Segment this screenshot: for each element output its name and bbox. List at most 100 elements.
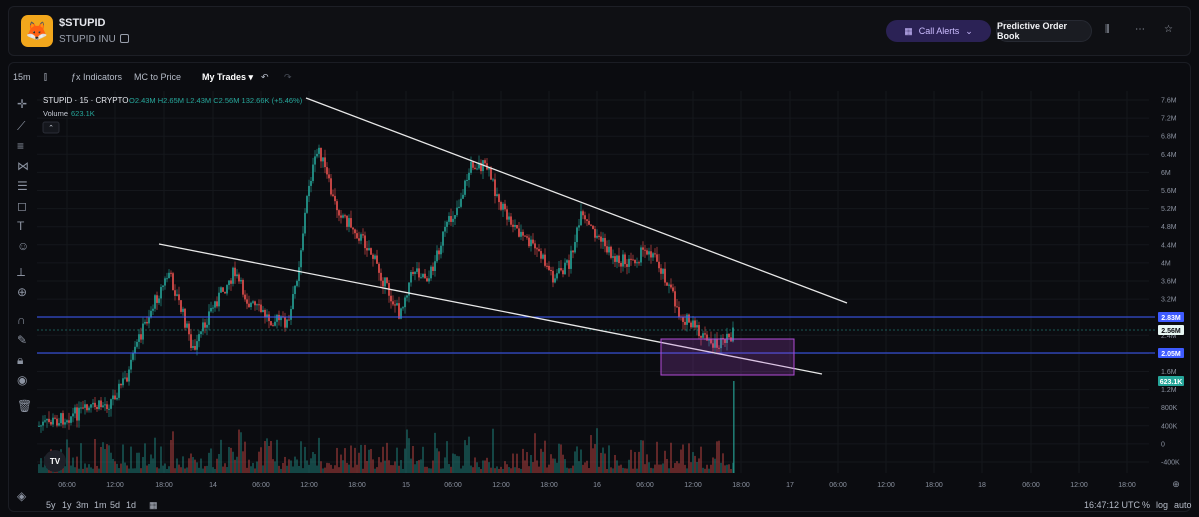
candle-body (222, 287, 224, 292)
volume-bar (418, 460, 420, 473)
range-1y[interactable]: 1y (62, 500, 72, 510)
volume-bar (648, 462, 650, 473)
volume-bar (184, 468, 186, 473)
undo-icon[interactable]: ↶ (261, 72, 269, 82)
time-axis-label: 06:00 (829, 482, 847, 489)
volume-bar (242, 451, 244, 473)
candle-body (174, 290, 176, 296)
volume-bar (98, 468, 100, 473)
layers-icon[interactable]: ◈ (17, 489, 27, 503)
mc-to-price-toggle[interactable]: MC to Price (134, 72, 182, 82)
predictive-order-book-button[interactable]: Predictive Order Book (996, 20, 1092, 42)
range-1m[interactable]: 1m (94, 500, 107, 510)
volume-bar (266, 438, 268, 473)
price-axis-label: 7.2M (1161, 116, 1177, 123)
candle-body (422, 273, 424, 278)
pencil-lock-icon[interactable]: ✎ (17, 333, 28, 347)
candle-body (292, 294, 294, 309)
auto-toggle[interactable]: auto (1174, 500, 1192, 510)
crosshair-icon[interactable]: ✛ (17, 97, 28, 111)
candle-body (648, 251, 650, 255)
price-chart[interactable]: 7.6M 7.2M 6.8M 6.4M 6M 5.6M 5.2M 4.8M 4.4M 4M 3.6M… (9, 63, 1192, 513)
percent-toggle[interactable]: % (1142, 500, 1151, 510)
range-1d[interactable]: 1d (126, 500, 137, 510)
volume-bar (658, 464, 660, 473)
candle-body (502, 203, 504, 210)
candle-body (712, 343, 714, 348)
volume-bar (336, 447, 338, 473)
volume-bar (252, 462, 254, 473)
candle-body (458, 206, 460, 208)
candle-body (82, 407, 84, 409)
volume-bar (604, 453, 606, 473)
candle-body (612, 256, 614, 258)
time-axis-label: 15 (402, 482, 410, 489)
volume-bar (566, 467, 568, 473)
candle-body (620, 262, 622, 267)
eye-icon[interactable]: ◉ (17, 373, 28, 387)
ruler-icon[interactable]: ⟂ (17, 265, 26, 279)
candle-body (230, 280, 232, 284)
star-icon[interactable]: ☆ (1164, 24, 1173, 35)
volume-bar (432, 460, 434, 473)
copy-icon[interactable] (119, 34, 129, 43)
volume-bar (578, 461, 580, 473)
chevron-up-icon: ⌃ (48, 124, 54, 132)
volume-bar (214, 468, 216, 473)
volume-bar (240, 432, 242, 473)
volume-bar (714, 458, 716, 473)
lock-icon[interactable]: 🔒︎ (17, 353, 24, 367)
candle-body (710, 339, 712, 344)
utc-clock[interactable]: 16:47:12 UTC (1084, 500, 1141, 510)
candle-body (288, 319, 290, 321)
volume-bar (554, 458, 556, 473)
candle-body (468, 172, 470, 181)
emoji-icon[interactable]: ☺ (17, 239, 30, 253)
zoom-icon[interactable]: ⊕ (17, 285, 28, 299)
chevron-down-icon: ⌄ (965, 25, 973, 36)
volume-bar (172, 431, 174, 473)
pattern-icon[interactable]: ⋈ (17, 159, 29, 173)
candle-body (584, 215, 586, 220)
trash-icon[interactable]: 🗑︎ (17, 399, 33, 413)
volume-bar (646, 454, 648, 473)
trendline-icon[interactable]: ⟋ (17, 119, 26, 133)
range-5y[interactable]: 5y (46, 500, 56, 510)
candle-body (208, 311, 210, 325)
share-icon[interactable]: ⋯ (1135, 24, 1145, 35)
timeframe-selector[interactable]: 15m (13, 72, 31, 82)
candle-body (664, 268, 666, 283)
candle-body (456, 207, 458, 216)
candle-body (142, 323, 144, 340)
text-icon[interactable]: T (17, 219, 25, 233)
call-alerts-button[interactable]: ▦ Call Alerts ⌄ (886, 20, 991, 42)
price-axis-label: -400K (1161, 460, 1180, 467)
price-axis-label: 5.2M (1161, 206, 1177, 213)
my-trades-dropdown[interactable]: My Trades ▾ (202, 72, 254, 82)
volume-bar (384, 460, 386, 473)
time-axis-label: 18:00 (925, 482, 943, 489)
candle-body (60, 413, 62, 424)
forecast-icon[interactable]: ☰ (17, 179, 28, 193)
range-3m[interactable]: 3m (76, 500, 89, 510)
candle-body (84, 404, 86, 408)
log-toggle[interactable]: log (1156, 500, 1169, 510)
time-axis-label: 06:00 (636, 482, 654, 489)
redo-icon[interactable]: ↷ (284, 72, 292, 82)
range-5d[interactable]: 5d (110, 500, 121, 510)
candle-body (194, 346, 196, 350)
calendar-icon[interactable]: ▦ (149, 500, 158, 510)
volume-bar (694, 455, 696, 473)
settings-icon[interactable]: ⫼ (1105, 24, 1110, 35)
magnet-icon[interactable]: ∩ (17, 313, 26, 327)
candle-body (598, 235, 600, 237)
candle-body (526, 236, 528, 238)
fib-icon[interactable]: ≡ (17, 139, 25, 153)
volume-bar (224, 463, 226, 473)
candle-type-icon[interactable]: ⫿ (44, 72, 47, 82)
shape-icon[interactable]: ◻ (17, 199, 27, 213)
candle-body (586, 219, 588, 221)
candle-body (550, 269, 552, 271)
volume-bar (262, 465, 264, 473)
indicators-button[interactable]: ƒx Indicators (71, 72, 123, 82)
